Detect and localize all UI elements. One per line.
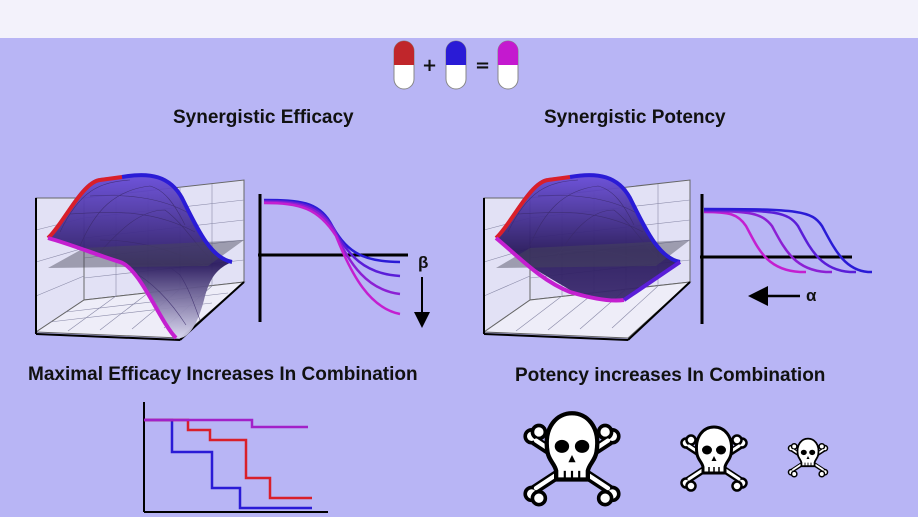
survival-step-plot — [143, 402, 328, 513]
drug-a-pill — [393, 40, 415, 90]
potency-caption: Potency increases In Combination — [515, 365, 826, 386]
efficacy-surface-plot — [34, 173, 246, 341]
combination-pill — [497, 40, 519, 90]
potency-title: Synergistic Potency — [544, 107, 726, 128]
top-bar — [0, 0, 918, 38]
efficacy-title: Synergistic Efficacy — [173, 107, 354, 128]
efficacy-dose-response — [258, 194, 430, 328]
potency-dose-response — [700, 194, 872, 324]
beta-label: β — [418, 253, 429, 272]
pill-equation — [393, 40, 519, 90]
potency-surface-plot — [482, 173, 692, 341]
plus-sign: + — [422, 55, 438, 76]
efficacy-caption: Maximal Efficacy Increases In Combinatio… — [28, 364, 418, 385]
drug-b-pill — [445, 40, 467, 90]
alpha-label: α — [806, 286, 817, 305]
equals-sign: = — [475, 55, 491, 76]
